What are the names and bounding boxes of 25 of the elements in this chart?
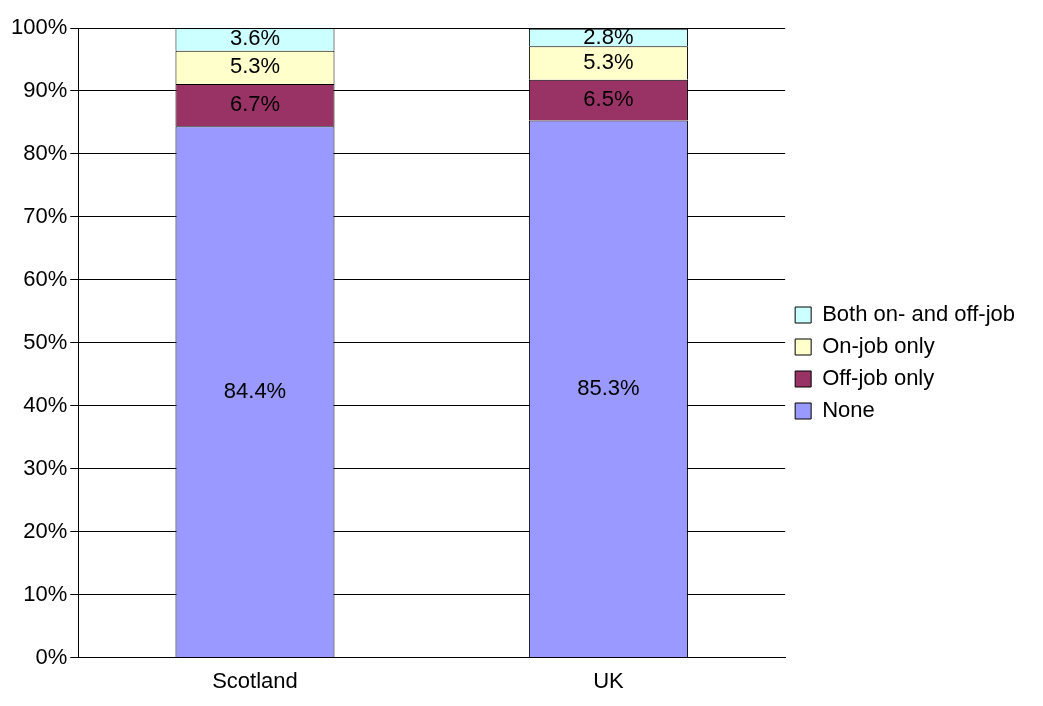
legend-label: On-job only [822, 333, 935, 359]
legend-label: None [822, 397, 875, 423]
y-tick-label: 20% [23, 517, 68, 543]
data-label: 84.4% [223, 377, 287, 403]
data-label: 2.8% [583, 23, 634, 49]
legend-label: Both on- and off-job [822, 301, 1015, 327]
data-label: 5.3% [583, 49, 634, 75]
y-tick-label: 90% [23, 77, 68, 103]
y-tick-label: 70% [23, 202, 68, 228]
data-label: 6.7% [229, 91, 281, 117]
y-tick-label: 100% [10, 14, 68, 40]
y-tick-label: 40% [23, 391, 68, 417]
data-label: 85.3% [577, 374, 640, 400]
y-tick-label: 50% [23, 328, 68, 354]
x-tick-label: Scotland [212, 667, 298, 693]
legend-label: Off-job only [822, 365, 935, 391]
y-tick-label: 80% [23, 139, 68, 165]
y-tick-label: 10% [23, 580, 68, 606]
y-tick-label: 0% [35, 643, 68, 669]
data-label: 3.6% [229, 25, 281, 51]
data-label: 6.5% [583, 86, 634, 112]
y-tick-label: 30% [23, 454, 68, 480]
y-tick-label: 60% [23, 265, 68, 291]
x-tick-label: UK [593, 667, 625, 693]
data-label: 5.3% [229, 53, 281, 79]
